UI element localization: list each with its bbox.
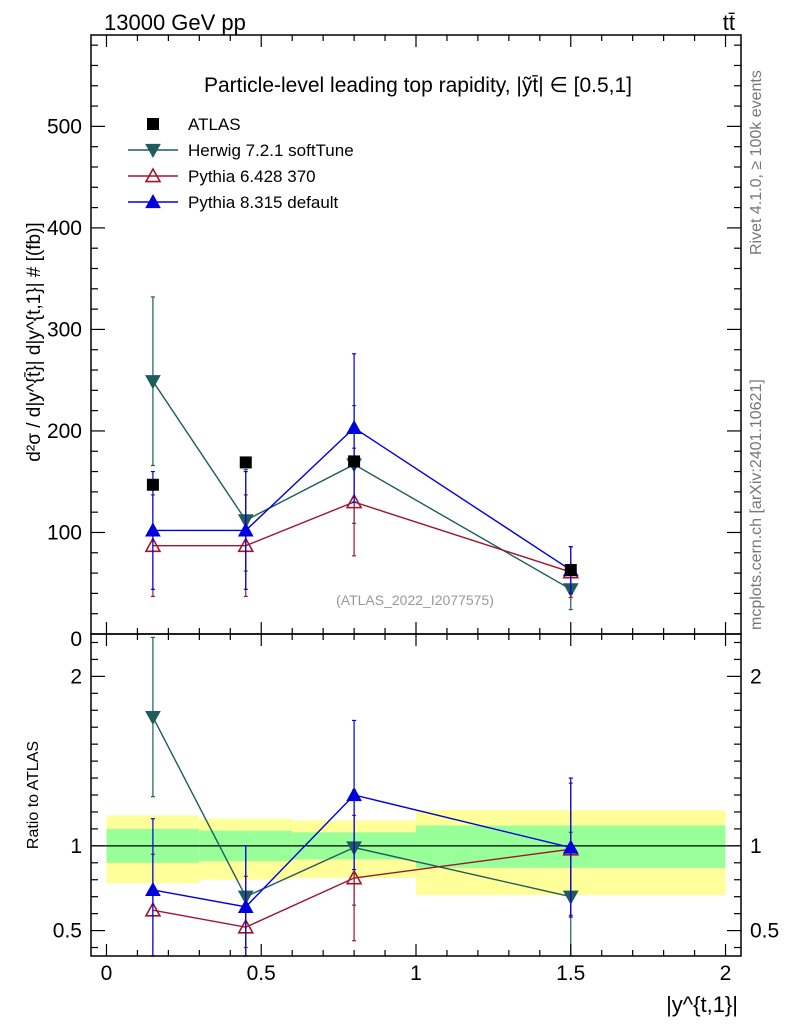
x-tick-label: 0.5 <box>247 962 276 985</box>
x-tick-label: 2 <box>720 962 732 985</box>
legend: ATLAS Herwig 7.2.1 softTune Pythia 6.428 3… <box>128 115 354 212</box>
legend-item-1: Herwig 7.2.1 softTune <box>128 141 354 160</box>
legend-label: Pythia 8.315 default <box>188 193 339 212</box>
series-point <box>237 522 254 537</box>
series-ratio-line <box>152 794 571 908</box>
ratio-tick-label-right: 1 <box>750 835 762 858</box>
series-layer <box>144 296 580 957</box>
legend-label: ATLAS <box>188 115 241 134</box>
legend-label: Herwig 7.2.1 softTune <box>188 141 354 160</box>
ratio-tick-label-right: 0.5 <box>750 920 779 943</box>
series-ratio-point <box>237 898 254 913</box>
x-tick-label: 0 <box>101 962 113 985</box>
y-tick-label: 400 <box>47 217 82 240</box>
y-tick-label: 300 <box>47 318 82 341</box>
legend-item-2: Pythia 6.428 370 <box>128 167 316 186</box>
series-ratio-line <box>152 716 571 898</box>
x-axis-label: |y^{t,1}| <box>666 992 738 1017</box>
ratio-panel-frame <box>90 633 742 957</box>
series-ratio-point <box>145 710 161 726</box>
series-ratio-point <box>562 839 579 854</box>
series-ratio-point <box>345 869 363 885</box>
ratio-tick-label-right: 2 <box>750 665 762 688</box>
reference-point <box>239 456 252 469</box>
series-line <box>152 427 572 571</box>
ratio-y-axis-label: Ratio to ATLAS <box>25 741 42 849</box>
y-tick-label: 0 <box>70 628 82 651</box>
y-tick-label: 500 <box>47 115 82 138</box>
legend-marker <box>145 193 161 209</box>
ratio-tick-label: 2 <box>70 665 82 688</box>
x-tick-label: 1 <box>410 962 422 985</box>
series-ratio-line <box>152 848 571 928</box>
ratio-tick-label: 0.5 <box>53 920 82 943</box>
y-tick-label: 200 <box>47 420 82 443</box>
axis-ticks: 0 0.5 1 1.5 2 100 200 300 400 500 0 0.5 0.5 1 1 2 2 <box>47 35 779 985</box>
main-y-axis-label: d²σ / d|y^{t̄}| d|y^{t,1}| # [(fb)] <box>24 222 45 461</box>
reference-point <box>564 564 577 577</box>
series-point <box>145 375 161 390</box>
series-line <box>152 501 571 573</box>
series-point <box>145 522 161 537</box>
series-point <box>346 419 362 435</box>
rivet-label: Rivet 4.1.0, ≥ 100k events <box>748 70 765 255</box>
mcplots-label: mcplots.cern.ch [arXiv:2401.10621] <box>748 379 765 630</box>
legend-marker <box>144 167 162 183</box>
series-ratio-point <box>346 786 362 802</box>
reference-layer <box>146 455 577 577</box>
y-tick-label: 100 <box>47 521 82 544</box>
legend-label: Pythia 6.428 370 <box>188 167 316 186</box>
series-line <box>152 380 572 590</box>
reference-point <box>348 455 361 468</box>
ratio-tick-label: 1 <box>70 835 82 858</box>
uncertainty-bands <box>106 810 726 895</box>
legend-marker <box>145 143 161 159</box>
series-point <box>345 493 363 509</box>
process-label: tt̄ <box>723 10 735 35</box>
legend-item-0: ATLAS <box>147 115 241 134</box>
legend-item-3: Pythia 8.315 default <box>128 193 339 212</box>
x-tick-label: 1.5 <box>556 962 585 985</box>
reference-point <box>146 478 159 491</box>
energy-label: 13000 GeV pp <box>104 10 246 35</box>
chart-title: Particle-level leading top rapidity, |ỹ… <box>204 74 632 97</box>
legend-marker <box>147 118 159 130</box>
series-ratio-point <box>145 881 161 897</box>
analysis-watermark: (ATLAS_2022_I2077575) <box>336 592 494 608</box>
